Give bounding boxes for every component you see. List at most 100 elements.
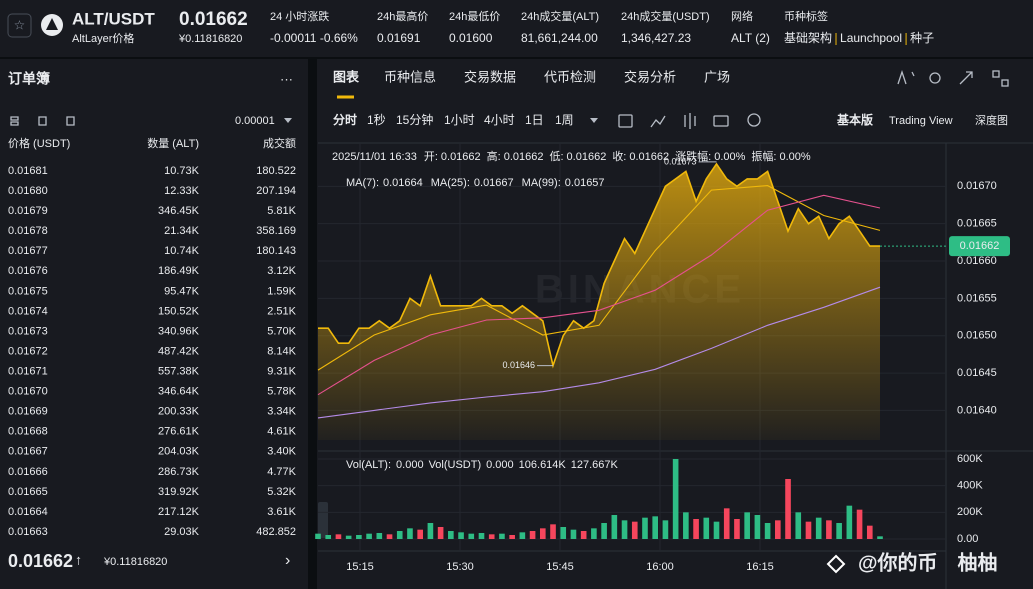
- icon-ai[interactable]: [897, 69, 915, 85]
- coin-logo-mark: [46, 18, 58, 30]
- tab[interactable]: 广场: [704, 69, 730, 84]
- volume-bar: [345, 535, 352, 539]
- precision-select[interactable]: 0.00001: [235, 115, 275, 127]
- star-icon: ☆: [14, 17, 26, 32]
- icon-book-asks[interactable]: [66, 116, 75, 126]
- interval[interactable]: 1周: [555, 113, 574, 127]
- interval[interactable]: 4小时: [484, 113, 515, 127]
- y-tick-label: 0.01665: [957, 218, 997, 230]
- volume-tick-label: 200K: [957, 506, 983, 518]
- dropdown-arrow[interactable]: [590, 118, 598, 123]
- volume-bar: [815, 517, 822, 539]
- volume-bar: [672, 459, 679, 539]
- interval[interactable]: 分时: [333, 112, 357, 127]
- x-tick-label: 16:00: [646, 561, 674, 573]
- icon-more[interactable]: [747, 113, 761, 127]
- volume-bar: [550, 524, 556, 539]
- icon-candles[interactable]: [684, 113, 696, 129]
- interval[interactable]: 1秒: [367, 113, 386, 127]
- ask-price: 0.01671: [8, 366, 48, 378]
- ask-total: 8.14K: [267, 345, 296, 357]
- ask-price: 0.01663: [8, 526, 48, 538]
- icon-expand[interactable]: [959, 71, 973, 85]
- tab[interactable]: 币种信息: [384, 69, 436, 84]
- y-tick-label: 0.01660: [957, 255, 997, 267]
- volume-bar: [468, 533, 475, 539]
- icon-book-bids[interactable]: [38, 116, 47, 126]
- ohlc-label: 2025/11/01 16:33: [332, 151, 417, 163]
- volume-bar: [478, 533, 485, 539]
- ohlc-value: 0.01662: [504, 151, 544, 163]
- ask-total: 180.143: [256, 245, 296, 257]
- icon-settings[interactable]: [713, 115, 729, 127]
- tab[interactable]: 图表: [333, 69, 360, 84]
- favorite-button[interactable]: [7, 13, 32, 38]
- stat-value: 1,346,427.23: [621, 31, 691, 45]
- more-button[interactable]: ···: [280, 71, 293, 86]
- coin-tag[interactable]: Launchpool: [840, 31, 902, 45]
- ma-legend-label: MA(99):: [522, 177, 561, 189]
- icon-bell[interactable]: [929, 72, 941, 84]
- volume-bar: [366, 533, 372, 539]
- current-price-label: 0.01662: [960, 240, 1000, 252]
- volume-bar: [795, 512, 802, 539]
- view-mode[interactable]: 深度图: [975, 113, 1008, 127]
- icon-layout[interactable]: [1001, 79, 1009, 87]
- chevron[interactable]: ›: [285, 552, 290, 569]
- orderbook-price-cny: ¥0.11816820: [103, 556, 167, 568]
- icon-book-both[interactable]: [10, 116, 19, 126]
- ask-amount: 346.45K: [158, 205, 200, 217]
- ask-amount: 12.33K: [164, 185, 200, 197]
- icon-calendar[interactable]: [618, 114, 633, 128]
- volume-bar: [805, 521, 812, 539]
- stat-value: 81,661,244.00: [521, 31, 598, 45]
- icon-indicator[interactable]: [650, 115, 666, 128]
- ask-total: 358.169: [256, 225, 296, 237]
- tab[interactable]: 代币检测: [544, 69, 596, 84]
- column-header: 价格 (USDT): [8, 136, 70, 150]
- view-mode[interactable]: 基本版: [836, 112, 873, 127]
- volume-bar: [703, 517, 710, 539]
- tab[interactable]: 交易分析: [624, 69, 676, 84]
- overlay-logo: [826, 554, 846, 574]
- volume-bar: [723, 508, 730, 539]
- ask-amount: 186.49K: [158, 265, 200, 277]
- ohlc-label: 开:: [424, 151, 438, 163]
- volume-bar: [744, 512, 750, 539]
- volume-bar: [335, 534, 342, 539]
- tab[interactable]: 交易数据: [464, 69, 516, 84]
- ask-total: 3.40K: [267, 446, 296, 458]
- coin-name: AltLayer价格: [72, 31, 134, 45]
- ma-legend-label: MA(25):: [431, 177, 470, 189]
- volume-bar: [826, 520, 832, 539]
- interval[interactable]: 15分钟: [396, 112, 433, 127]
- y-tick-label: 0.01640: [957, 404, 997, 416]
- ask-price: 0.01665: [8, 486, 48, 498]
- pair-name: ALT/USDT: [72, 9, 155, 28]
- coin-tag[interactable]: 基础架构: [784, 30, 832, 45]
- ask-price: 0.01668: [8, 426, 48, 438]
- volume-bar: [356, 535, 362, 539]
- interval[interactable]: 1小时: [444, 113, 475, 127]
- ask-amount: 319.92K: [158, 486, 200, 498]
- dropdown-arrow[interactable]: [284, 118, 292, 123]
- ohlc-value: 0.00%: [779, 151, 810, 163]
- coin-tag[interactable]: 种子: [910, 31, 934, 45]
- ask-price: 0.01669: [8, 406, 48, 418]
- ask-total: 5.81K: [267, 205, 296, 217]
- icon-layout[interactable]: [992, 70, 1000, 78]
- ask-amount: 217.12K: [158, 506, 200, 518]
- volume-tick-label: 400K: [957, 480, 983, 492]
- volume-bar: [877, 536, 883, 539]
- ask-total: 3.12K: [267, 265, 296, 277]
- price-arrow: ↑: [75, 552, 82, 568]
- volume-legend: 106.614K: [519, 459, 567, 471]
- view-mode[interactable]: Trading View: [889, 115, 953, 127]
- column-header: 数量 (ALT): [147, 137, 199, 150]
- interval[interactable]: 1日: [525, 113, 544, 127]
- orderbook-last-price: 0.01662: [8, 551, 73, 571]
- volume-bar: [458, 532, 464, 539]
- ask-total: 207.194: [256, 185, 296, 197]
- collapse-handle[interactable]: [318, 502, 328, 538]
